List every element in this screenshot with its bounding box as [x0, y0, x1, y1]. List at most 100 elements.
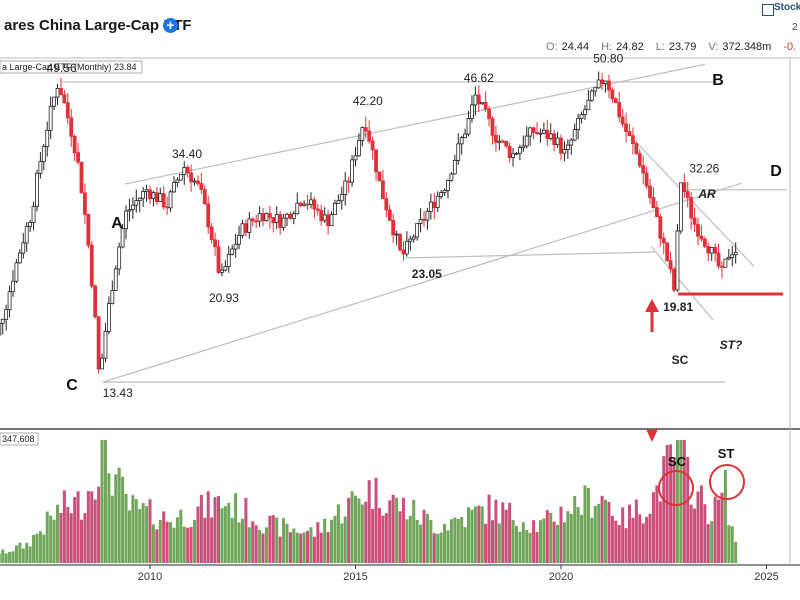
- volume-bar: [107, 473, 111, 563]
- candle-body: [226, 253, 231, 268]
- candle-body: [209, 226, 214, 241]
- volume-bar: [607, 501, 611, 563]
- volume-bar: [422, 509, 426, 563]
- candle-body: [79, 161, 84, 194]
- candle-body: [452, 159, 457, 175]
- chart-date: 2: [792, 22, 798, 33]
- volume-bar: [21, 548, 25, 563]
- candle-body: [161, 193, 166, 208]
- volume-bar: [210, 517, 214, 563]
- candle-body: [507, 145, 512, 158]
- stockcharts-logo: Stock: [774, 2, 800, 13]
- volume-bar: [292, 528, 296, 563]
- candle-body: [678, 182, 683, 232]
- candle-body: [65, 102, 70, 119]
- candle-body: [504, 140, 509, 147]
- candle-body: [514, 152, 519, 155]
- candle-body: [110, 290, 115, 304]
- volume-bar: [254, 525, 258, 563]
- volume-bar: [395, 497, 399, 563]
- volume-bar: [319, 532, 323, 563]
- candle-body: [480, 101, 485, 105]
- volume-bar: [271, 515, 275, 563]
- add-plus-icon[interactable]: +: [163, 18, 178, 33]
- candle-body: [154, 192, 159, 202]
- candle-body: [593, 87, 598, 92]
- volume-bar: [83, 513, 87, 563]
- candle-body: [572, 129, 577, 141]
- candle-body: [658, 216, 663, 239]
- volume-bar: [158, 519, 162, 563]
- volume-bar: [76, 491, 80, 563]
- volume-bar: [117, 467, 121, 563]
- volume-bar: [189, 527, 193, 563]
- candle-body: [202, 189, 207, 205]
- candle-body: [401, 249, 406, 255]
- volume-bar: [343, 516, 347, 563]
- volume-bar: [562, 522, 566, 563]
- volume-bar: [610, 515, 614, 563]
- candle-body: [500, 140, 505, 143]
- volume-bar: [186, 527, 190, 563]
- candle-body: [353, 155, 358, 161]
- volume-bar: [264, 527, 268, 563]
- channel-lower-line: [102, 182, 743, 383]
- candle-body: [281, 217, 286, 228]
- volume-bar: [100, 440, 104, 563]
- candle-body: [213, 239, 217, 248]
- candle-body: [394, 233, 399, 236]
- volume-bar: [336, 504, 340, 563]
- volume-bar: [49, 515, 53, 563]
- volume-bar: [662, 456, 666, 563]
- volume-bar: [456, 518, 460, 563]
- volume-bar: [651, 492, 655, 563]
- candle-body: [137, 197, 142, 201]
- volume-bar: [62, 490, 66, 563]
- candle-body: [511, 153, 515, 158]
- candle-body: [329, 214, 334, 227]
- volume-bar: [151, 524, 155, 563]
- candle-body: [541, 129, 546, 134]
- volume-bar: [593, 506, 597, 563]
- volume-bar: [35, 533, 39, 563]
- volume-bar: [169, 522, 173, 563]
- candle-body: [96, 316, 101, 370]
- volume-bar: [723, 469, 727, 563]
- candle-body: [107, 303, 111, 332]
- support-23-line: [404, 251, 656, 259]
- candle-body: [319, 209, 324, 222]
- candle-body: [634, 143, 639, 154]
- candle-body: [151, 192, 156, 199]
- volume-bar: [90, 491, 94, 563]
- volume-bar: [532, 520, 536, 563]
- downtrend-upper-line: [636, 142, 755, 267]
- candle-body: [298, 202, 303, 206]
- volume-bar: [217, 495, 220, 563]
- volume-bar: [66, 507, 70, 563]
- volume-bar: [306, 530, 310, 563]
- volume-bar: [504, 509, 508, 563]
- candle-body: [672, 268, 676, 291]
- volume-bar: [240, 518, 244, 563]
- volume-bar: [288, 532, 292, 563]
- ohlc-value: 23.79: [668, 41, 697, 53]
- series-label: a Large-Cap ETF (Monthly) 23.84: [2, 62, 137, 72]
- candle-body: [610, 89, 615, 100]
- candle-body: [565, 144, 570, 150]
- red-arrow-down-icon: [646, 429, 658, 442]
- candle-body: [435, 195, 440, 209]
- volume-bar: [501, 502, 505, 563]
- candle-body: [134, 200, 139, 206]
- letter-a: A: [111, 215, 123, 232]
- volume-bar: [179, 509, 183, 563]
- volume-bar: [364, 501, 368, 563]
- volume-bar: [42, 534, 46, 563]
- volume-bar: [11, 551, 15, 563]
- candle-body: [185, 167, 190, 174]
- volume-bar: [559, 506, 563, 563]
- candle-body: [689, 197, 694, 219]
- volume-bar: [508, 502, 512, 563]
- volume-bar: [73, 497, 77, 563]
- volume-bar: [299, 533, 303, 563]
- volume-bar: [449, 519, 453, 563]
